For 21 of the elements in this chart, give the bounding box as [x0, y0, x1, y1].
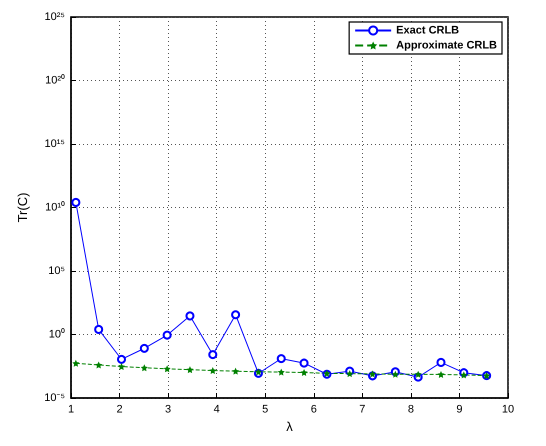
y-tick-label: 10²⁰ — [45, 74, 65, 86]
legend-label: Exact CRLB — [396, 24, 460, 36]
x-tick-label: 1 — [68, 404, 74, 416]
x-tick-label: 8 — [408, 404, 414, 416]
x-tick-label: 4 — [214, 404, 220, 416]
x-tick-label: 9 — [456, 404, 463, 416]
y-tick-label: 10¹⁰ — [45, 200, 65, 214]
x-tick-label: 3 — [165, 404, 172, 416]
y-tick-label: 10⁰ — [48, 328, 65, 340]
y-tick-label: 10¹⁵ — [44, 138, 65, 150]
x-tick-label: 7 — [359, 404, 366, 416]
legend-label: Approximate CRLB — [396, 40, 498, 52]
x-tick-label: 2 — [116, 404, 123, 416]
y-tick-label: 10⁵ — [48, 265, 65, 277]
y-tick-label: 10²⁵ — [44, 11, 65, 23]
y-tick-label: 10⁻⁵ — [44, 392, 65, 404]
x-axis-title: λ — [286, 419, 294, 434]
x-tick-label: 10 — [502, 404, 514, 416]
x-tick-label: 5 — [262, 404, 268, 416]
y-axis-title: Tr(C) — [15, 192, 30, 222]
x-tick-label: 6 — [310, 404, 317, 416]
